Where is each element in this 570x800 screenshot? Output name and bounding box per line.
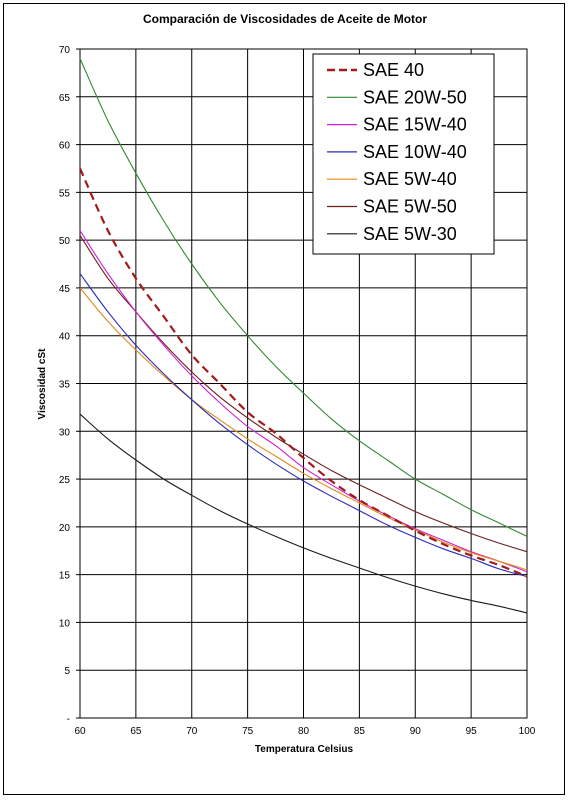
x-tick-label: 100: [519, 726, 536, 737]
series-line-sae-40: [78, 168, 528, 578]
y-tick-label: 60: [59, 141, 71, 152]
y-tick-label: 30: [59, 427, 71, 438]
series-line-sae-5w-50: [79, 235, 528, 553]
legend-label: SAE 5W-50: [363, 197, 457, 217]
x-tick-label: 75: [242, 726, 254, 737]
y-tick-label: 15: [59, 571, 71, 582]
y-axis-label: Viscosidad cSt: [37, 348, 48, 420]
legend: SAE 40 SAE 20W-50 SAE 15W-40 SAE 10W-40 SAE …: [312, 53, 495, 255]
series-lines: [78, 58, 528, 614]
series-line-sae-10w-40: [79, 273, 528, 578]
series-line-sae-20w-50: [79, 58, 528, 537]
y-tick-label: 5: [64, 666, 70, 677]
legend-label: SAE 15W-40: [363, 115, 467, 135]
chart-title: Comparación de Viscosidades de Aceite de…: [143, 12, 427, 26]
legend-label: SAE 40: [363, 60, 424, 80]
series-line-sae-5w-30: [79, 413, 528, 614]
y-tick-label: 45: [59, 284, 71, 295]
legend-box: [312, 53, 495, 255]
y-tick-label: 35: [59, 380, 71, 391]
y-tick-label: 25: [59, 475, 71, 486]
x-tick-label: 70: [186, 726, 198, 737]
x-axis-ticks: 60 65 70 75 80 85 90 95 100: [74, 726, 535, 737]
x-tick-label: 85: [354, 726, 366, 737]
legend-label: SAE 10W-40: [363, 142, 467, 162]
y-tick-label: 70: [59, 45, 71, 56]
y-tick-label: 55: [59, 188, 71, 199]
y-axis-ticks: - 5 10 15 20 25 30 35 40 45 50 55 60 65 70: [59, 45, 71, 725]
x-tick-label: 60: [74, 726, 86, 737]
y-tick-label: -: [67, 714, 70, 725]
x-axis-label: Temperatura Celsius: [255, 744, 354, 755]
x-tick-label: 90: [410, 726, 422, 737]
legend-label: SAE 20W-50: [363, 87, 467, 107]
legend-label: SAE 5W-30: [363, 224, 457, 244]
y-tick-label: 10: [59, 618, 71, 629]
y-tick-label: 40: [59, 332, 71, 343]
legend-label: SAE 5W-40: [363, 169, 457, 189]
x-tick-label: 95: [466, 726, 478, 737]
y-tick-label: 50: [59, 236, 71, 247]
series-line-sae-5w-40: [79, 287, 528, 571]
y-tick-label: 65: [59, 93, 71, 104]
y-tick-label: 20: [59, 523, 71, 534]
series-line-sae-15w-40: [79, 230, 528, 573]
x-tick-label: 65: [130, 726, 142, 737]
x-tick-label: 80: [298, 726, 310, 737]
